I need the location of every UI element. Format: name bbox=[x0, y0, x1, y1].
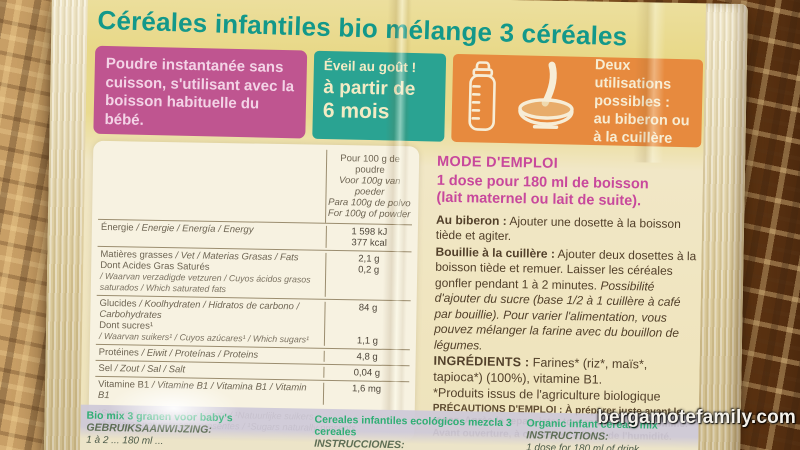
dutch-text: 1 à 2 ... 180 ml ... bbox=[86, 434, 164, 448]
age-claim-line2: à partir de bbox=[323, 76, 416, 101]
age-claim-line3: 6 mois bbox=[322, 98, 390, 124]
energy-kcal: 377 kcal bbox=[351, 237, 387, 249]
row-label-fr: Protéines bbox=[98, 346, 139, 359]
nutrition-value-cell: 84 g 1,1 g bbox=[323, 301, 411, 348]
nutrition-header: Pour 100 g de poudre Voor 100g van poede… bbox=[98, 146, 414, 225]
ingredients: INGRÉDIENTS : Farines* (riz*, maïs*, tap… bbox=[433, 354, 696, 390]
main-panels: Pour 100 g de poudre Voor 100g van poede… bbox=[80, 140, 703, 447]
biberon-lead: Au biberon : bbox=[435, 212, 507, 228]
biberon-instruction: Au biberon : Ajouter une dosette à la bo… bbox=[436, 212, 699, 248]
salt-value: 0,04 g bbox=[353, 367, 381, 379]
ingredients-lead: INGRÉDIENTS : bbox=[433, 353, 530, 370]
row-label-fr: Glucides bbox=[99, 297, 137, 310]
row-label-translations: / Zout / Sal / Salt bbox=[112, 363, 186, 376]
usage-icons bbox=[463, 59, 583, 141]
dose-line: 1 dose pour 180 ml de boisson (lait mate… bbox=[436, 172, 649, 209]
saturated-fat-value: 0,2 g bbox=[358, 264, 380, 276]
bouillie-lead: Bouillie à la cuillère : bbox=[435, 244, 556, 261]
nutrition-header-spacer bbox=[98, 146, 326, 223]
carbs-value: 84 g bbox=[358, 302, 378, 314]
pink-claim-box: Poudre instantanée sans cuisson, s'utili… bbox=[93, 45, 308, 139]
mode-emploi-heading: MODE D'EMPLOI bbox=[436, 153, 559, 172]
baby-bottle-icon bbox=[463, 59, 501, 139]
nutrition-value-cell: 4,8 g bbox=[323, 350, 410, 364]
nutrition-value-cell: 1,6 mg bbox=[322, 382, 410, 407]
nutrition-row-carbs: Glucides / Koolhydraten / Hidratos de ca… bbox=[95, 294, 411, 350]
pink-claim-text: Poudre instantanée sans cuisson, s'utili… bbox=[104, 55, 295, 129]
nutrition-header-column: Pour 100 g de poudre Voor 100g van poede… bbox=[325, 149, 414, 225]
watermark: bergamotefamily.com bbox=[597, 407, 796, 428]
row-label-fr: Vitamine B1 bbox=[98, 378, 150, 391]
nutrition-label-cell: Matières grasses / Vet / Materias Grasas… bbox=[97, 249, 326, 297]
per-100g-line: Pour 100 g de poudre bbox=[340, 153, 401, 176]
cereal-packet: Céréales infantiles bio mélange 3 céréal… bbox=[43, 0, 748, 450]
nutrition-value-cell: 0,04 g bbox=[323, 366, 410, 380]
row-sublabel-translations: / Waarvan verzadigde vetzuren / Cuyos ác… bbox=[99, 270, 311, 295]
packet-front: Céréales infantiles bio mélange 3 céréal… bbox=[79, 0, 706, 450]
row-label-fr: Énergie bbox=[100, 221, 134, 234]
nutrition-label: Pour 100 g de poudre Voor 100g van poede… bbox=[88, 140, 420, 442]
dutch-column: Bio mix 3 granen voor baby's GEBRUIKSAAN… bbox=[86, 410, 315, 450]
vitamin-b1-value: 1,6 mg bbox=[351, 383, 382, 395]
spanish-title: Cereales infantiles ecológicos mezcla 3 … bbox=[314, 413, 512, 439]
usage-claim-box: Deux utilisations possibles : au biberon… bbox=[451, 53, 704, 148]
bouillie-instruction: Bouillie à la cuillère : Ajouter deux do… bbox=[434, 244, 698, 357]
claim-boxes-row: Poudre instantanée sans cuisson, s'utili… bbox=[93, 45, 704, 148]
nutrition-label-cell: Énergie / Energie / Energía / Energy bbox=[98, 222, 326, 248]
row-label-translations: / Energie / Energía / Energy bbox=[133, 222, 254, 236]
spoon-bowl-icon bbox=[509, 60, 583, 141]
instructions-panel: MODE D'EMPLOI 1 dose pour 180 ml de bois… bbox=[414, 146, 703, 446]
nutrition-label-cell: Glucides / Koolhydraten / Hidratos de ca… bbox=[96, 298, 325, 346]
age-claim-line1: Éveil au goût ! bbox=[323, 57, 417, 76]
per-100g-translations: Voor 100g van poeder Para 100g de polvo … bbox=[327, 175, 411, 221]
spanish-column: Cereales infantiles ecológicos mezcla 3 … bbox=[314, 414, 527, 450]
nutrition-value-cell: 2,1 g 0,2 g bbox=[324, 252, 412, 299]
fat-value: 2,1 g bbox=[358, 253, 380, 265]
usage-claim-text: Deux utilisations possibles : au biberon… bbox=[593, 56, 690, 148]
age-claim-box: Éveil au goût ! à partir de 6 mois bbox=[312, 50, 447, 142]
row-label-translations: / Eiwit / Proteínas / Proteins bbox=[138, 347, 259, 361]
crimped-edge-right bbox=[697, 3, 748, 450]
sugars-value: 1,1 g bbox=[356, 335, 379, 347]
nutrition-row-fat: Matières grasses / Vet / Materias Grasas… bbox=[96, 245, 412, 301]
protein-value: 4,8 g bbox=[356, 351, 378, 363]
row-label-fr: Sel bbox=[98, 362, 113, 375]
nutrition-value-cell: 1 598 kJ 377 kcal bbox=[325, 225, 412, 250]
nutrition-label-cell: Vitamine B1 / Vitamine B1 / Vitamina B1 … bbox=[95, 379, 323, 405]
energy-kj: 1 598 kJ bbox=[351, 226, 388, 238]
